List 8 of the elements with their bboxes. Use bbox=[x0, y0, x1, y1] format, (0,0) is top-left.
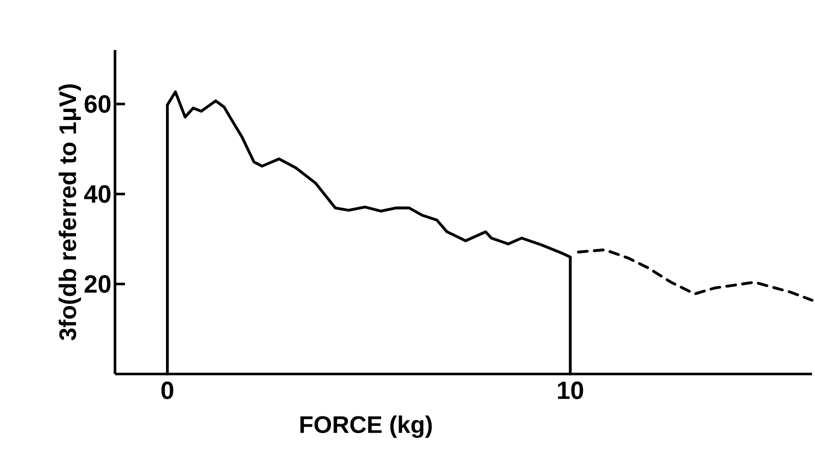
y-tick-label: 60 bbox=[84, 95, 110, 113]
y-tick-label: 20 bbox=[84, 275, 110, 293]
x-tick-label: 0 bbox=[161, 382, 174, 400]
y-axis-title: 3fo(db referred to 1μV) bbox=[58, 84, 81, 340]
line-series bbox=[576, 248, 814, 302]
y-tick-label: 40 bbox=[84, 185, 110, 203]
x-tick-label: 10 bbox=[558, 382, 584, 400]
x-axis-title: FORCE (kg) bbox=[300, 416, 432, 438]
